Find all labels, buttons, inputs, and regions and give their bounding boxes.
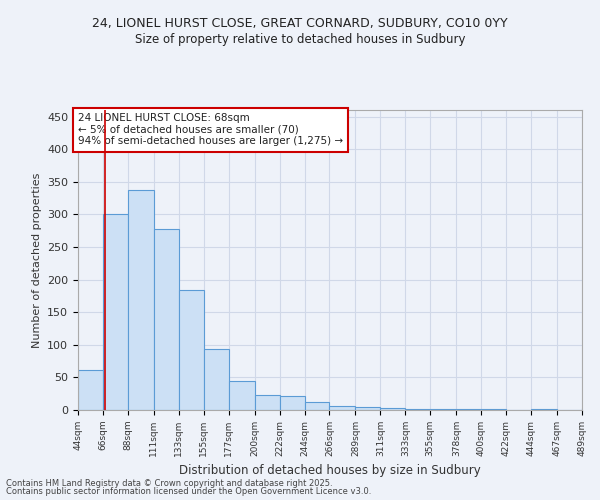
Bar: [254, 395, 280, 410]
Bar: [103, 214, 128, 410]
Text: 24 LIONEL HURST CLOSE: 68sqm
← 5% of detached houses are smaller (70)
94% of sem: 24 LIONEL HURST CLOSE: 68sqm ← 5% of det…: [78, 114, 343, 146]
Bar: [380, 408, 406, 410]
Bar: [305, 402, 329, 410]
Bar: [229, 380, 254, 410]
Bar: [329, 406, 355, 410]
Text: Size of property relative to detached houses in Sudbury: Size of property relative to detached ho…: [135, 32, 465, 46]
Bar: [204, 350, 229, 410]
Bar: [179, 290, 204, 410]
Bar: [154, 228, 179, 410]
Bar: [406, 408, 430, 410]
Bar: [355, 406, 380, 410]
Bar: [78, 370, 103, 410]
Bar: [456, 408, 481, 410]
X-axis label: Distribution of detached houses by size in Sudbury: Distribution of detached houses by size …: [179, 464, 481, 477]
Bar: [582, 408, 600, 410]
Text: Contains public sector information licensed under the Open Government Licence v3: Contains public sector information licen…: [6, 487, 371, 496]
Bar: [128, 190, 154, 410]
Text: Contains HM Land Registry data © Crown copyright and database right 2025.: Contains HM Land Registry data © Crown c…: [6, 478, 332, 488]
Bar: [430, 408, 456, 410]
Bar: [280, 396, 305, 410]
Y-axis label: Number of detached properties: Number of detached properties: [32, 172, 41, 348]
Text: 24, LIONEL HURST CLOSE, GREAT CORNARD, SUDBURY, CO10 0YY: 24, LIONEL HURST CLOSE, GREAT CORNARD, S…: [92, 18, 508, 30]
